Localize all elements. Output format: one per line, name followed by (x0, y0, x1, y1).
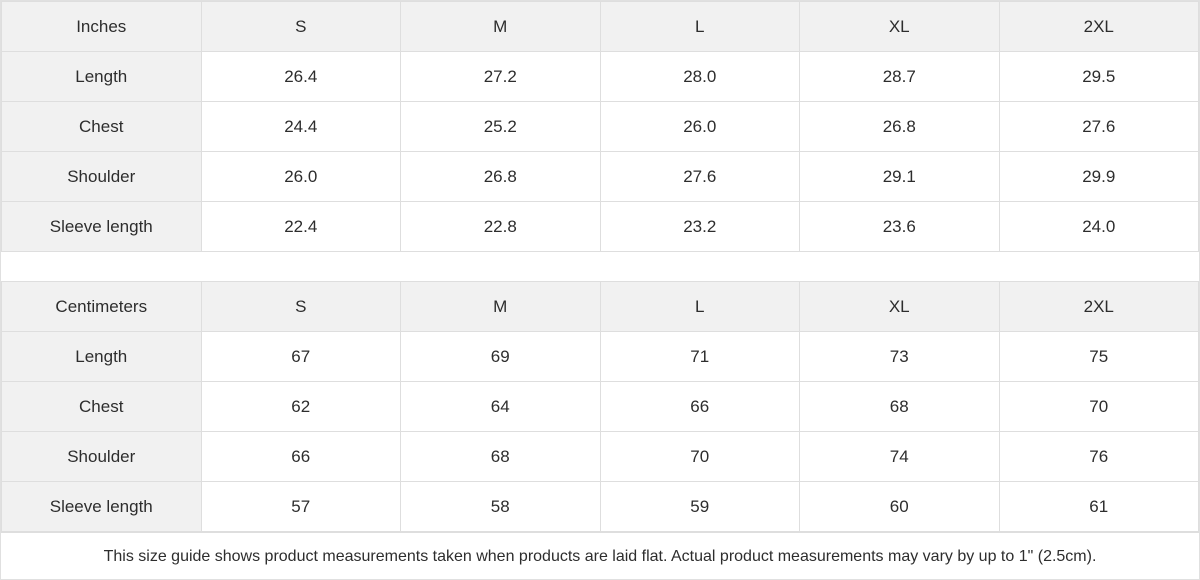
measurement-value-cell: 29.9 (998, 151, 1199, 202)
unit-header-cell: Inches (1, 1, 202, 52)
size-header-cell: 2XL (998, 1, 1199, 52)
measurement-value-cell: 26.0 (200, 151, 401, 202)
measurement-value-cell: 59 (599, 481, 800, 532)
measurement-value-cell: 60 (799, 481, 1000, 532)
measurement-value-cell: 27.2 (400, 51, 601, 102)
size-header-cell: L (599, 281, 800, 332)
measurement-value-cell: 70 (998, 381, 1199, 432)
measurement-value-cell: 29.1 (799, 151, 1000, 202)
footer-note-text: This size guide shows product measuremen… (103, 547, 1097, 565)
measurement-label-cell: Length (1, 331, 202, 382)
measurement-value-cell: 58 (400, 481, 601, 532)
measurement-value-cell: 26.0 (599, 101, 800, 152)
measurement-label-cell: Chest (1, 381, 202, 432)
measurement-value-cell: 71 (599, 331, 800, 382)
measurement-value-cell: 66 (599, 381, 800, 432)
measurement-value-cell: 23.2 (599, 201, 800, 252)
measurement-value-cell: 26.8 (799, 101, 1000, 152)
measurement-value-cell: 24.0 (998, 201, 1199, 252)
size-header-cell: L (599, 1, 800, 52)
measurement-value-cell: 62 (200, 381, 401, 432)
measurement-label-cell: Chest (1, 101, 202, 152)
inches-table: Inches S M L XL 2XL Length 26.4 27.2 28.0 28.7 29.5… (1, 1, 1199, 252)
measurement-row: Shoulder 66 68 70 74 76 (1, 431, 1199, 482)
measurement-value-cell: 29.5 (998, 51, 1199, 102)
measurement-value-cell: 57 (200, 481, 401, 532)
measurement-row: Chest 62 64 66 68 70 (1, 381, 1199, 432)
size-header-cell: M (400, 281, 601, 332)
measurement-value-cell: 25.2 (400, 101, 601, 152)
measurement-value-cell: 70 (599, 431, 800, 482)
measurement-row: Sleeve length 22.4 22.8 23.2 23.6 24.0 (1, 201, 1199, 252)
size-header-cell: S (200, 1, 401, 52)
measurement-value-cell: 69 (400, 331, 601, 382)
measurement-value-cell: 22.8 (400, 201, 601, 252)
measurement-row: Shoulder 26.0 26.8 27.6 29.1 29.9 (1, 151, 1199, 202)
measurement-value-cell: 28.0 (599, 51, 800, 102)
size-header-cell: XL (799, 1, 1000, 52)
measurement-value-cell: 22.4 (200, 201, 401, 252)
measurement-label-cell: Sleeve length (1, 201, 202, 252)
measurement-value-cell: 26.8 (400, 151, 601, 202)
size-header-cell: 2XL (998, 281, 1199, 332)
measurement-value-cell: 76 (998, 431, 1199, 482)
measurement-value-cell: 67 (200, 331, 401, 382)
size-header-row: Centimeters S M L XL 2XL (1, 281, 1199, 332)
size-header-cell: M (400, 1, 601, 52)
measurement-row: Length 67 69 71 73 75 (1, 331, 1199, 382)
measurement-label-cell: Shoulder (1, 151, 202, 202)
measurement-value-cell: 74 (799, 431, 1000, 482)
measurement-value-cell: 68 (799, 381, 1000, 432)
measurement-label-cell: Sleeve length (1, 481, 202, 532)
measurement-value-cell: 23.6 (799, 201, 1000, 252)
centimeters-table: Centimeters S M L XL 2XL Length 67 69 71 73 75 Chest… (1, 281, 1199, 532)
measurement-row: Sleeve length 57 58 59 60 61 (1, 481, 1199, 532)
unit-header-cell: Centimeters (1, 281, 202, 332)
measurement-value-cell: 28.7 (799, 51, 1000, 102)
measurement-value-cell: 73 (799, 331, 1000, 382)
measurement-value-cell: 26.4 (200, 51, 401, 102)
measurement-value-cell: 64 (400, 381, 601, 432)
measurement-label-cell: Length (1, 51, 202, 102)
measurement-value-cell: 24.4 (200, 101, 401, 152)
measurement-value-cell: 68 (400, 431, 601, 482)
measurement-value-cell: 27.6 (998, 101, 1199, 152)
measurement-row: Chest 24.4 25.2 26.0 26.8 27.6 (1, 101, 1199, 152)
table-gap (1, 252, 1199, 281)
size-header-row: Inches S M L XL 2XL (1, 1, 1199, 52)
measurement-label-cell: Shoulder (1, 431, 202, 482)
size-header-cell: S (200, 281, 401, 332)
footer-note: This size guide shows product measuremen… (1, 532, 1199, 579)
measurement-value-cell: 27.6 (599, 151, 800, 202)
measurement-value-cell: 66 (200, 431, 401, 482)
measurement-value-cell: 61 (998, 481, 1199, 532)
measurement-row: Length 26.4 27.2 28.0 28.7 29.5 (1, 51, 1199, 102)
measurement-value-cell: 75 (998, 331, 1199, 382)
size-header-cell: XL (799, 281, 1000, 332)
